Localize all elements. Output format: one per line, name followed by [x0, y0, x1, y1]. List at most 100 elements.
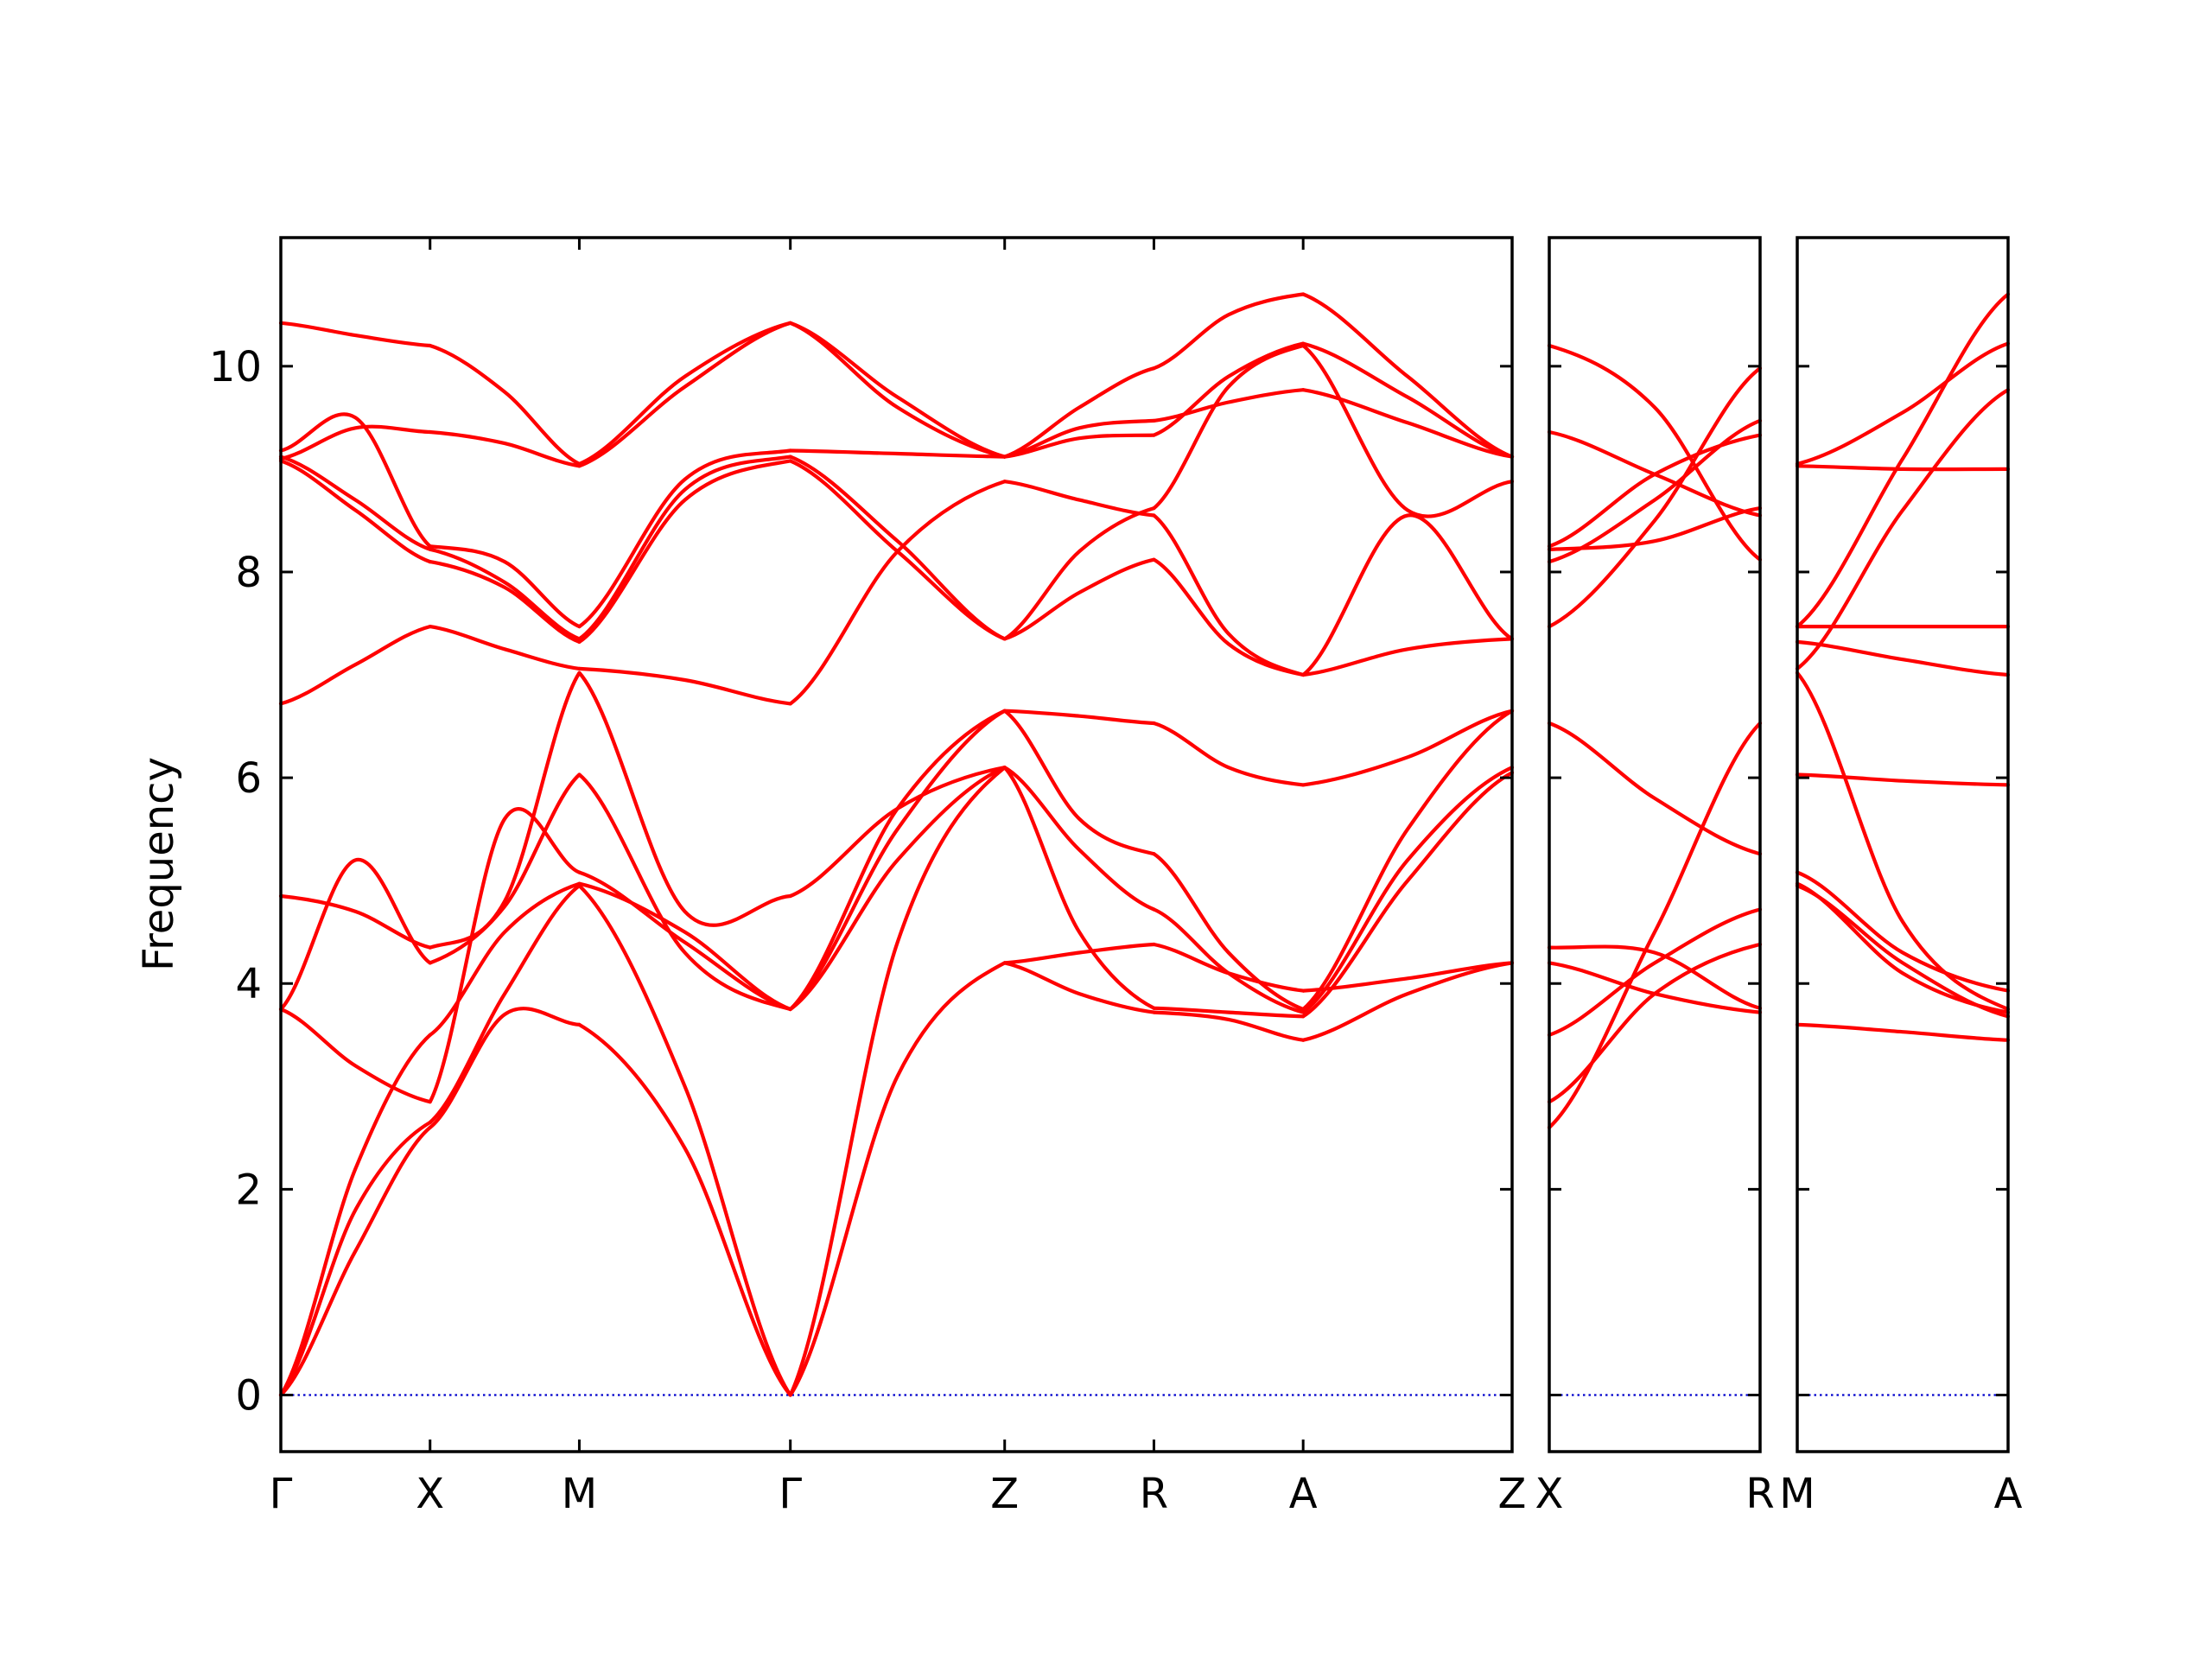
- band-line-p3-s1-b1: [1795, 1022, 2011, 1042]
- band-line-p2-s1-b7: [1547, 366, 1763, 629]
- band-line-p1-s4-b4: [788, 709, 1007, 1012]
- x-tick-label: Z: [990, 1470, 1019, 1518]
- band-line-p1-s5-b1: [1002, 942, 1156, 965]
- band-line-p3-s1-b6: [1795, 671, 2011, 1012]
- x-tick-label: Z: [1498, 1470, 1527, 1518]
- band-line-p1-s7-b2: [1301, 961, 1515, 1042]
- band-line-p3-s1-b11: [1795, 464, 2011, 472]
- y-axis-label: Frequency: [135, 757, 183, 971]
- band-line-p1-s5-b8: [1002, 557, 1156, 641]
- band-line-p1-s3-b10: [577, 448, 792, 629]
- band-line-p1-s6-b3: [1152, 1006, 1306, 1019]
- band-line-p1-s2-b12: [428, 343, 582, 466]
- band-line-p1-s7-b1: [1301, 961, 1515, 993]
- band-line-p1-s2-b6: [428, 671, 582, 950]
- band-line-p1-s4-b9: [788, 454, 1007, 641]
- band-line-p1-s1-b1: [278, 1125, 432, 1397]
- x-tick-label: X: [416, 1470, 444, 1518]
- x-tick-label: M: [1779, 1470, 1815, 1518]
- band-line-p1-s7-b8: [1301, 513, 1515, 677]
- band-line-p1-s7-b3: [1301, 771, 1515, 1019]
- band-line-p1-s7-b10: [1301, 341, 1515, 459]
- band-line-p1-s3-b8: [577, 459, 792, 644]
- band-line-p1-s1-b7: [278, 625, 432, 706]
- band-line-p1-s3-b11: [577, 321, 792, 468]
- band-line-p2-s1-b5: [1547, 944, 1763, 1010]
- x-tick-label: Γ: [779, 1470, 802, 1518]
- band-line-p1-s2-b4: [428, 807, 582, 1104]
- band-line-p1-s3-b4: [577, 870, 792, 1012]
- band-line-p1-s3-b1: [577, 1022, 792, 1397]
- x-tick-label: R: [1140, 1470, 1168, 1518]
- band-line-p1-s3-b7: [577, 666, 792, 706]
- band-line-p1-s7-b9: [1301, 343, 1515, 518]
- band-line-p1-s3-b3: [577, 881, 792, 1012]
- band-line-p2-s1-b1: [1547, 721, 1763, 1129]
- band-line-p1-s5-b12: [1002, 366, 1156, 459]
- y-tick-label: 2: [235, 1166, 262, 1214]
- band-line-p1-s2-b2: [428, 883, 582, 1125]
- band-series-group: [1795, 292, 2011, 1042]
- band-line-p1-s6-b7: [1152, 513, 1306, 677]
- band-line-p1-s3-b12: [577, 321, 792, 466]
- band-line-p1-s1-b8: [278, 459, 432, 564]
- plot-frame: [1548, 236, 1762, 1453]
- x-tick-label: M: [562, 1470, 597, 1518]
- band-line-p1-s4-b5: [788, 709, 1007, 1012]
- y-tick-label: 10: [209, 343, 262, 391]
- band-line-p1-s5-b7: [1002, 480, 1156, 518]
- band-line-p1-s2-b5: [428, 772, 582, 965]
- band-line-p1-s5-b10: [1002, 433, 1156, 459]
- band-line-p2-s1-b2: [1547, 942, 1763, 1104]
- band-line-p1-s1-b10: [278, 412, 432, 549]
- band-line-p1-s4-b7: [788, 480, 1007, 706]
- band-line-p1-s2-b11: [428, 429, 582, 468]
- band-line-p1-s7-b12: [1301, 292, 1515, 459]
- y-tick-label: 8: [235, 549, 262, 597]
- x-tick-label: A: [1289, 1470, 1318, 1518]
- band-line-p1-s3-b9: [577, 454, 792, 641]
- band-line-p1-s1-b9: [278, 454, 432, 551]
- band-line-p1-s6-b4: [1152, 907, 1306, 1014]
- band-line-p1-s2-b9: [428, 547, 582, 641]
- band-line-p3-s1-b7: [1795, 388, 2011, 671]
- band-line-p2-s1-b6: [1547, 721, 1763, 856]
- band-line-p1-s5-b4: [1002, 766, 1156, 912]
- band-line-p3-s1-b4: [1795, 870, 2011, 993]
- band-line-p2-s1-b11: [1547, 429, 1763, 518]
- band-line-p1-s2-b10: [428, 544, 582, 629]
- band-line-p1-s7-b4: [1301, 766, 1515, 1014]
- band-line-p2-s1-b9: [1547, 506, 1763, 551]
- band-line-p1-s4-b3: [788, 766, 1007, 1012]
- band-line-p3-s1-b9: [1795, 292, 2011, 629]
- band-line-p1-s6-b11: [1152, 388, 1306, 423]
- plot-frame: [279, 236, 1514, 1453]
- band-line-p1-s1-b11: [278, 424, 432, 461]
- band-line-p1-s6-b2: [1152, 1010, 1306, 1042]
- band-line-p1-s6-b6: [1152, 721, 1306, 787]
- y-tick-label: 4: [235, 960, 262, 1008]
- band-line-p2-s1-b12: [1547, 343, 1763, 562]
- band-line-p2-s1-b10: [1547, 433, 1763, 549]
- band-line-p1-s2-b7: [428, 625, 582, 671]
- x-tick-label: X: [1535, 1470, 1564, 1518]
- band-line-p1-s1-b6: [278, 893, 432, 950]
- x-tick-label: Γ: [270, 1470, 293, 1518]
- band-line-p1-s5-b6: [1002, 709, 1156, 726]
- band-line-p1-s4-b10: [788, 448, 1007, 459]
- band-series-group: [278, 292, 1515, 1397]
- band-line-p1-s4-b11: [788, 321, 1007, 459]
- band-line-p1-s2-b3: [428, 881, 582, 1037]
- plot-frame: [1796, 236, 2010, 1453]
- band-line-p1-s2-b8: [428, 560, 582, 644]
- band-line-p1-s1-b2: [278, 1120, 432, 1397]
- band-line-p1-s5-b9: [1002, 506, 1156, 641]
- band-line-p1-s6-b12: [1152, 292, 1306, 371]
- band-line-p1-s3-b2: [577, 883, 792, 1397]
- band-line-p1-s2-b1: [428, 1007, 582, 1129]
- band-line-p3-s1-b5: [1795, 772, 2011, 787]
